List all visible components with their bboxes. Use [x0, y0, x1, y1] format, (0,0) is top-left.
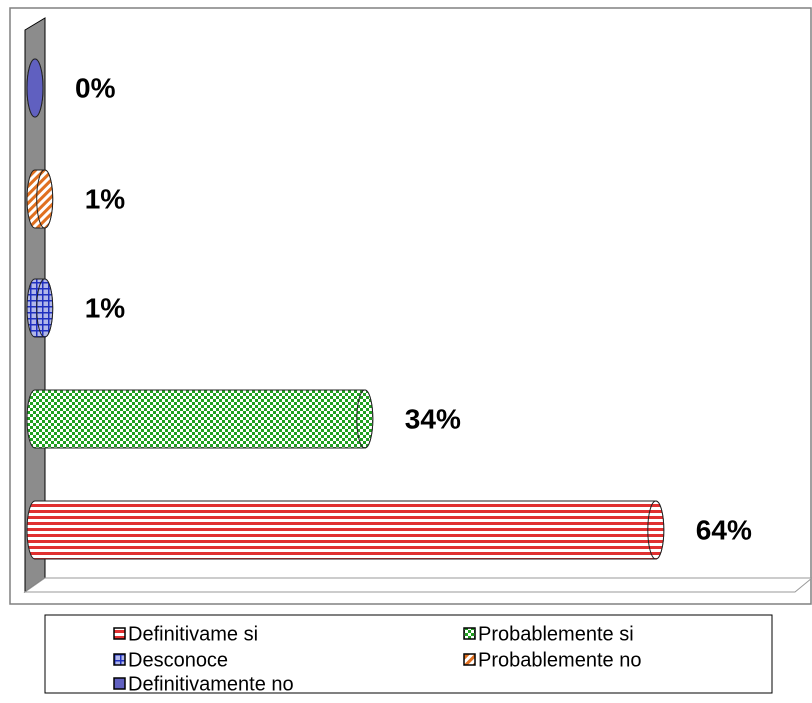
value-label: 1% [85, 183, 126, 214]
value-label: 64% [696, 514, 752, 545]
bar [26, 389, 374, 449]
legend-label: Definitivamente no [128, 673, 294, 695]
legend-swatch [463, 627, 476, 640]
legend-label: Probablemente no [478, 649, 641, 671]
legend-swatch [113, 677, 126, 690]
legend-swatch [463, 653, 476, 666]
legend-label: Definitivame si [128, 623, 258, 645]
bar [26, 278, 54, 338]
legend-swatch [113, 653, 126, 666]
legend-box [44, 614, 773, 694]
value-label: 0% [75, 72, 116, 103]
value-label: 1% [85, 292, 126, 323]
bar [26, 500, 665, 560]
value-label: 34% [405, 403, 461, 434]
legend-label: Desconoce [128, 649, 228, 671]
bar [26, 169, 54, 229]
legend-swatch [113, 627, 126, 640]
floor [23, 577, 812, 593]
bar [26, 58, 44, 118]
legend-label: Probablemente si [478, 623, 634, 645]
